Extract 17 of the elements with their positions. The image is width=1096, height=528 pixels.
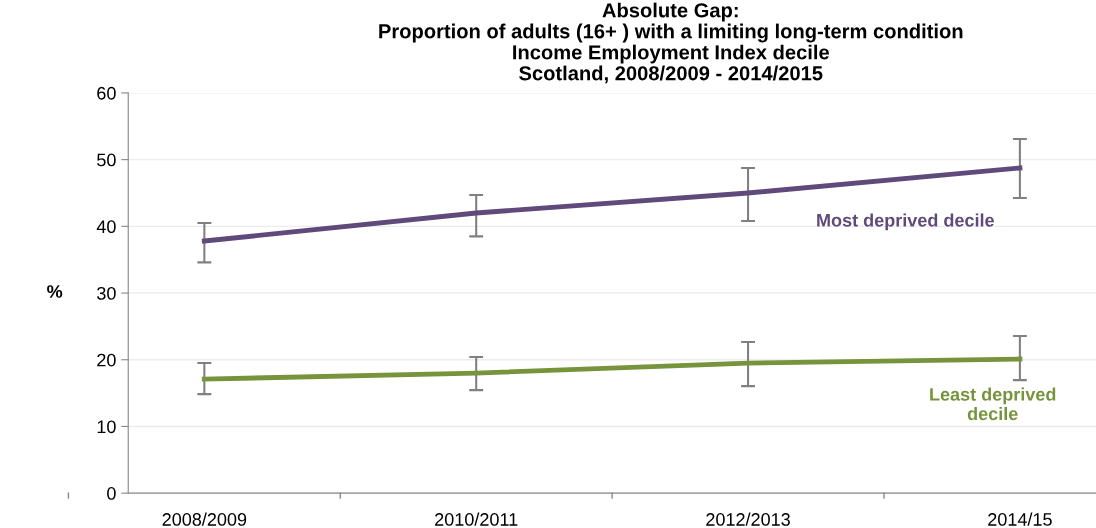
line-series — [201, 165, 1023, 244]
y-tick-label: 10 — [97, 420, 116, 434]
x-tick-label: 2010/2011 — [435, 512, 518, 526]
y-tick-label: 30 — [97, 286, 116, 300]
y-axis-title: % — [47, 285, 63, 298]
series-label: Most deprived decile — [817, 213, 994, 231]
chart-title: Absolute Gap: Proportion of adults (16+ ) with a limiting long-term condition Income Employment Index decile Scotland, 2008/2009 - 2014/2015 — [379, 2, 963, 84]
x-tick-label: 2014/15 — [988, 512, 1052, 526]
y-tick-label: 60 — [97, 86, 116, 100]
y-tick-label: 20 — [97, 353, 116, 367]
line-series — [201, 356, 1023, 382]
series-label: Least deprived decile — [930, 387, 1056, 421]
y-tick-label: 40 — [96, 220, 116, 234]
y-tick-label: 0 — [107, 487, 116, 500]
x-tick-label: 2008/2009 — [162, 512, 247, 526]
y-tick-label: 50 — [97, 153, 116, 167]
x-tick-label: 2012/2013 — [706, 512, 790, 526]
